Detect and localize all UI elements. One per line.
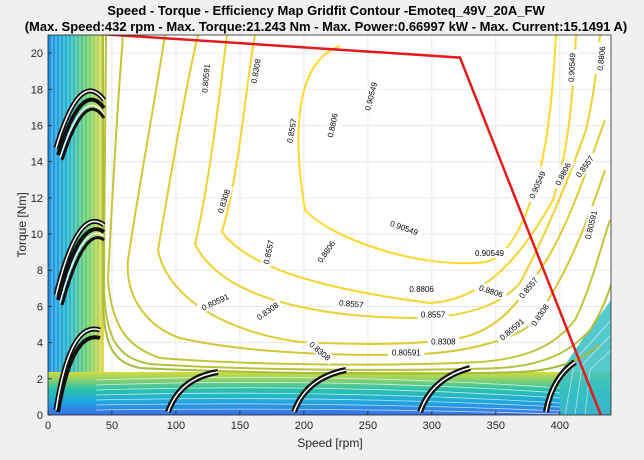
contour-label: 0.8557 [335, 297, 368, 310]
contour-label-bg [199, 59, 213, 97]
contour-label-bg [213, 184, 234, 218]
contour-label-bg [417, 309, 449, 320]
contour-label-text: 0.8308 [250, 58, 263, 84]
y-axis-label: Torque [Nm] [15, 192, 29, 257]
axis-ticks: 0 50 100 150 200 250 300 350 400 0 2 4 6 8 10 12 14 16 18 2… [31, 48, 569, 432]
contour-label: 0.80591 [199, 59, 213, 97]
y-tick-label: 18 [31, 84, 43, 96]
contour-label-bg [565, 49, 578, 86]
contour-label-text: 0.8806 [596, 45, 608, 71]
contour-label-text: 0.8557 [339, 299, 365, 310]
x-tick-label: 100 [167, 420, 185, 432]
contour-label-bg [251, 297, 284, 325]
contour-label-bg [388, 347, 425, 358]
contour-label-text: 0.90549 [567, 52, 578, 82]
contour-line-0-90549 [297, 35, 557, 265]
contour-label-text: 0.8557 [285, 117, 298, 143]
y-tick-label: 2 [37, 374, 43, 386]
contour-label-bg [385, 216, 423, 239]
contour-label-bg [260, 235, 277, 269]
contour-label-bg [283, 114, 300, 148]
contour-label: 0.90549 [471, 247, 508, 258]
contour-label-bg [594, 42, 608, 75]
y-tick-label: 12 [31, 193, 43, 205]
axes-box [47, 34, 612, 416]
contour-label-bg [474, 281, 508, 301]
contour-label-text: 0.80591 [392, 348, 421, 357]
contour-label-bg [247, 54, 264, 88]
contour-label: 0.8806 [594, 42, 608, 75]
contour-label-bg [427, 336, 460, 347]
y-tick-label: 4 [37, 338, 43, 350]
contour-label: 0.8806 [405, 284, 438, 295]
x-tick-label: 200 [295, 420, 313, 432]
contour-line-0-7815 [106, 35, 611, 366]
contour-label-text: 0.8557 [421, 310, 446, 319]
contour-line-0-7561 [102, 35, 611, 371]
contour-label-bg [324, 108, 341, 142]
y-tick-label: 8 [37, 265, 43, 277]
x-tick-label: 50 [106, 420, 118, 432]
contour-label-bg [581, 205, 601, 244]
y-tick-label: 10 [31, 229, 43, 241]
contour-label-text: 0.80591 [200, 63, 212, 93]
low-torque-color-band [48, 372, 611, 415]
cluster-middle-left [53, 218, 106, 306]
y-tick-label: 20 [31, 48, 43, 60]
contour-label-bg [471, 247, 508, 258]
contour-label-bg [494, 313, 529, 345]
contour-label-bg [335, 297, 368, 310]
chart-title: Speed - Torque - Efficiency Map Gridfit … [107, 3, 545, 18]
y-tick-label: 6 [37, 301, 43, 313]
cluster-lower-left [53, 326, 101, 413]
x-tick-label: 350 [487, 420, 505, 432]
y-tick-label: 14 [31, 157, 43, 169]
contour-label-bg [526, 299, 553, 331]
x-axis-label: Speed [rpm] [297, 436, 362, 450]
contour-label-text: 0.90549 [475, 249, 504, 258]
contour-label-bg [571, 150, 598, 183]
cluster-upper-left [53, 88, 106, 161]
contour-label-text: 0.8308 [431, 338, 456, 347]
x-tick-label: 0 [45, 420, 51, 432]
contour-label-bg [405, 284, 438, 295]
contour-label-text: 0.8806 [409, 285, 434, 294]
contour-label: 0.90549 [565, 49, 578, 86]
contour-label-bg [312, 235, 340, 268]
contour-label: 0.8557 [417, 309, 449, 320]
y-tick-label: 0 [37, 410, 43, 422]
x-tick-label: 300 [423, 420, 441, 432]
contour-label: 0.8308 [247, 54, 264, 88]
contour-label-bg [304, 336, 336, 365]
contour-label: 0.8308 [427, 336, 460, 347]
contour-label: 0.80591 [388, 347, 425, 358]
x-tick-label: 150 [231, 420, 249, 432]
chart-subtitle: (Max. Speed:432 rpm - Max. Torque:21.243… [25, 19, 628, 34]
cluster-bottom-row [165, 359, 577, 414]
max-torque-speed-envelope [96, 35, 602, 415]
x-tick-label: 400 [551, 420, 569, 432]
plot-area [48, 35, 611, 415]
contour-label-bg [514, 272, 543, 304]
x-tick-label: 250 [359, 420, 377, 432]
y-tick-label: 16 [31, 120, 43, 132]
contour-label: 0.8557 [283, 114, 300, 148]
contour-label-bg [361, 77, 380, 116]
dense-label-clusters [53, 88, 577, 414]
contour-label-bg [196, 289, 234, 315]
contour-line-0-8308 [156, 35, 606, 345]
contour-label-bg [525, 166, 550, 204]
contour-label-bg [550, 157, 575, 191]
